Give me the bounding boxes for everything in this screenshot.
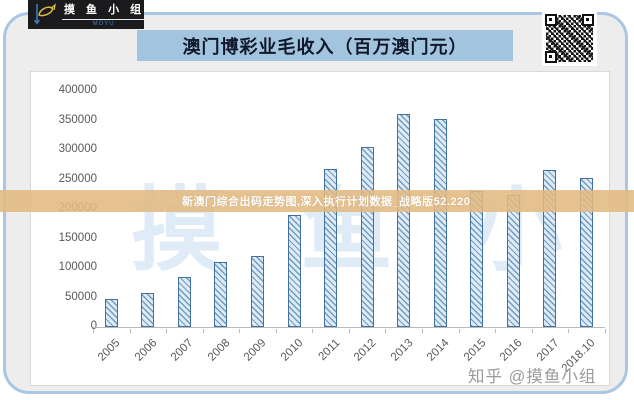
x-axis-tick xyxy=(166,328,168,333)
x-axis-tick xyxy=(202,328,204,333)
watermark-brand-text: 摸 鱼 小 组 xyxy=(131,180,634,282)
y-axis-tick-label: 350000 xyxy=(58,113,97,126)
bar-2018.10 xyxy=(579,178,593,327)
bar-2016 xyxy=(506,195,520,327)
fish-logo-icon xyxy=(33,2,57,25)
x-axis-tick xyxy=(495,328,497,333)
bar-2012 xyxy=(360,147,374,327)
bar-2007 xyxy=(177,277,191,327)
bar-2013 xyxy=(397,114,411,327)
x-axis-tick xyxy=(93,328,94,333)
y-axis-tick-label: 0 xyxy=(90,320,97,332)
x-axis-tick xyxy=(312,328,314,333)
chart-title-banner: 澳门博彩业毛收入（百万澳门元） xyxy=(137,30,513,61)
x-axis-tick xyxy=(348,328,350,333)
qr-code xyxy=(542,11,597,66)
x-axis-tick xyxy=(275,328,277,333)
bar-2009 xyxy=(250,256,264,327)
bar-2008 xyxy=(214,262,228,327)
brand-name-cn: 摸 鱼 小 组 xyxy=(62,3,146,20)
x-axis-tick xyxy=(604,328,606,333)
brand-name-en: MOYU xyxy=(92,20,115,27)
y-axis-tick-label: 250000 xyxy=(58,172,97,185)
x-axis-tick xyxy=(239,328,241,333)
x-axis-line xyxy=(93,327,605,328)
bar-2011 xyxy=(324,169,338,327)
chart-title: 澳门博彩业毛收入（百万澳门元） xyxy=(182,36,468,57)
x-axis-tick xyxy=(458,328,460,333)
bar-2017 xyxy=(543,170,557,327)
watermark-band-text: 新澳门综合出码走势图,深入执行计划数据_战略版52.220 xyxy=(182,196,471,208)
bar-2005 xyxy=(104,299,118,327)
x-axis-tick xyxy=(531,328,533,333)
x-axis-tick xyxy=(421,328,423,333)
x-axis-tick xyxy=(568,328,570,333)
brand-logo: 摸 鱼 小 组 MOYU xyxy=(28,0,146,29)
watermark-band: 新澳门综合出码走势图,深入执行计划数据_战略版52.220 xyxy=(0,190,634,212)
credit-watermark: 知乎 @摸鱼小组 xyxy=(468,368,597,386)
bar-2010 xyxy=(287,215,301,327)
y-axis-tick-label: 50000 xyxy=(65,290,97,303)
bar-2014 xyxy=(433,119,447,327)
bar-2006 xyxy=(141,293,155,327)
y-axis-tick-label: 400000 xyxy=(58,84,97,96)
qr-finder-icon xyxy=(545,51,557,63)
x-axis-tick xyxy=(129,328,131,333)
y-axis-tick-label: 300000 xyxy=(58,143,97,155)
qr-finder-icon xyxy=(545,14,557,26)
qr-finder-icon xyxy=(582,14,594,26)
y-axis-tick-label: 150000 xyxy=(58,231,97,244)
y-axis-tick-label: 100000 xyxy=(58,261,97,273)
x-axis-tick xyxy=(385,328,387,333)
plot-panel: 摸 鱼 小 组 40000035000030000025000020000015… xyxy=(30,71,634,386)
